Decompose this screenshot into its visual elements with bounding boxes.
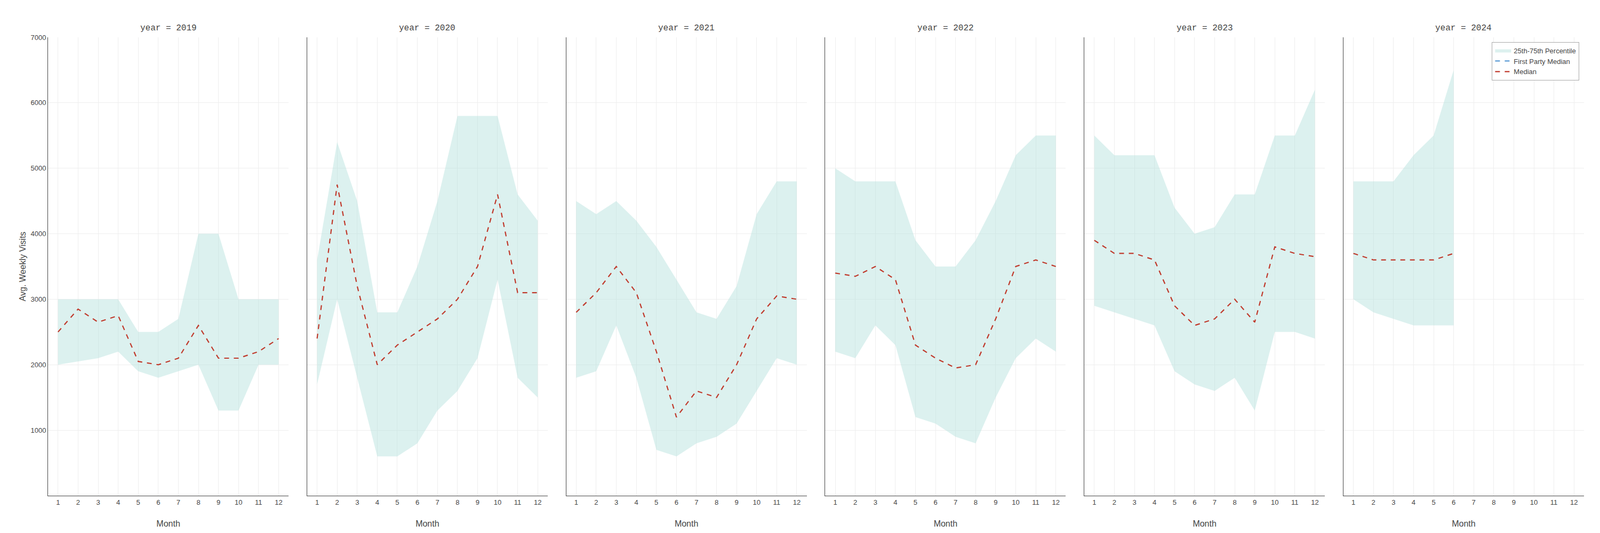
svg-text:7: 7 — [176, 498, 181, 507]
svg-text:12: 12 — [1051, 498, 1060, 507]
svg-text:4000: 4000 — [30, 229, 46, 238]
svg-text:6: 6 — [156, 498, 160, 507]
svg-text:11: 11 — [1032, 498, 1040, 507]
svg-text:8: 8 — [973, 498, 978, 507]
svg-text:year = 2024: year = 2024 — [1435, 23, 1492, 34]
svg-text:11: 11 — [1550, 498, 1558, 507]
svg-text:9: 9 — [216, 498, 221, 507]
svg-text:5: 5 — [136, 498, 141, 507]
svg-text:4: 4 — [1411, 498, 1416, 507]
svg-text:5: 5 — [913, 498, 918, 507]
svg-text:6: 6 — [1451, 498, 1456, 507]
svg-text:25th-75th Percentile: 25th-75th Percentile — [1513, 46, 1576, 55]
svg-text:8: 8 — [1232, 498, 1237, 507]
svg-text:12: 12 — [1310, 498, 1319, 507]
svg-text:1: 1 — [574, 498, 579, 507]
svg-text:4: 4 — [634, 498, 639, 507]
svg-text:7000: 7000 — [30, 33, 46, 42]
svg-text:11: 11 — [773, 498, 781, 507]
svg-text:8: 8 — [196, 498, 200, 507]
svg-text:10: 10 — [1270, 498, 1279, 507]
svg-text:2: 2 — [76, 498, 80, 507]
svg-text:5: 5 — [1431, 498, 1436, 507]
svg-text:12: 12 — [793, 498, 801, 507]
svg-text:6: 6 — [1192, 498, 1197, 507]
svg-text:2: 2 — [1112, 498, 1117, 507]
svg-text:2000: 2000 — [30, 361, 46, 370]
svg-text:4: 4 — [375, 498, 380, 507]
svg-text:8: 8 — [1491, 498, 1496, 507]
svg-text:9: 9 — [1252, 498, 1257, 507]
svg-text:11: 11 — [1291, 498, 1299, 507]
svg-text:9: 9 — [1512, 498, 1516, 507]
svg-text:11: 11 — [514, 498, 522, 507]
svg-text:8: 8 — [455, 498, 460, 507]
svg-text:4: 4 — [893, 498, 898, 507]
svg-text:Avg. Weekly Visits: Avg. Weekly Visits — [18, 232, 28, 302]
svg-text:10: 10 — [234, 498, 243, 507]
svg-text:year = 2022: year = 2022 — [917, 23, 974, 34]
svg-text:9: 9 — [475, 498, 480, 507]
svg-text:3: 3 — [96, 498, 100, 507]
svg-text:4: 4 — [116, 498, 120, 507]
svg-text:12: 12 — [274, 498, 283, 507]
svg-text:5000: 5000 — [30, 164, 46, 173]
svg-text:10: 10 — [752, 498, 760, 507]
svg-text:5: 5 — [395, 498, 399, 507]
svg-text:7: 7 — [953, 498, 958, 507]
svg-text:10: 10 — [493, 498, 502, 507]
svg-text:9: 9 — [993, 498, 998, 507]
svg-text:10: 10 — [1530, 498, 1538, 507]
svg-text:7: 7 — [1212, 498, 1217, 507]
svg-text:7: 7 — [435, 498, 440, 507]
svg-text:year = 2020: year = 2020 — [398, 23, 456, 34]
svg-text:year = 2019: year = 2019 — [140, 23, 197, 34]
svg-text:3: 3 — [1391, 498, 1396, 507]
svg-text:6: 6 — [415, 498, 420, 507]
svg-text:year = 2023: year = 2023 — [1176, 23, 1234, 34]
svg-text:First Party Median: First Party Median — [1513, 57, 1570, 66]
svg-text:1: 1 — [56, 498, 60, 507]
svg-text:10: 10 — [1011, 498, 1020, 507]
svg-text:5: 5 — [1172, 498, 1177, 507]
svg-text:11: 11 — [254, 498, 263, 507]
svg-text:Month: Month — [415, 519, 439, 529]
svg-text:1: 1 — [1351, 498, 1356, 507]
svg-text:6: 6 — [674, 498, 679, 507]
svg-text:2: 2 — [335, 498, 340, 507]
svg-text:8: 8 — [714, 498, 719, 507]
svg-text:3000: 3000 — [30, 295, 46, 304]
svg-text:12: 12 — [533, 498, 542, 507]
svg-text:1: 1 — [315, 498, 319, 507]
svg-text:1: 1 — [1092, 498, 1096, 507]
svg-text:2: 2 — [1371, 498, 1376, 507]
svg-text:2: 2 — [853, 498, 858, 507]
svg-text:1: 1 — [833, 498, 837, 507]
svg-text:6: 6 — [933, 498, 938, 507]
svg-text:9: 9 — [734, 498, 739, 507]
svg-text:7: 7 — [1472, 498, 1476, 507]
svg-text:Month: Month — [933, 519, 958, 529]
svg-text:Month: Month — [674, 519, 699, 529]
svg-text:6000: 6000 — [30, 98, 46, 107]
svg-text:3: 3 — [355, 498, 359, 507]
svg-text:3: 3 — [873, 498, 878, 507]
svg-text:2: 2 — [594, 498, 598, 507]
svg-text:Month: Month — [1192, 519, 1216, 529]
svg-text:Month: Month — [156, 519, 180, 529]
svg-text:3: 3 — [614, 498, 619, 507]
svg-text:3: 3 — [1132, 498, 1136, 507]
svg-text:5: 5 — [654, 498, 659, 507]
svg-text:year = 2021: year = 2021 — [658, 23, 715, 34]
svg-text:Median: Median — [1513, 67, 1537, 76]
svg-text:4: 4 — [1152, 498, 1157, 507]
svg-text:1000: 1000 — [30, 426, 46, 435]
svg-text:12: 12 — [1570, 498, 1578, 507]
svg-text:Month: Month — [1451, 519, 1476, 529]
svg-text:7: 7 — [694, 498, 699, 507]
